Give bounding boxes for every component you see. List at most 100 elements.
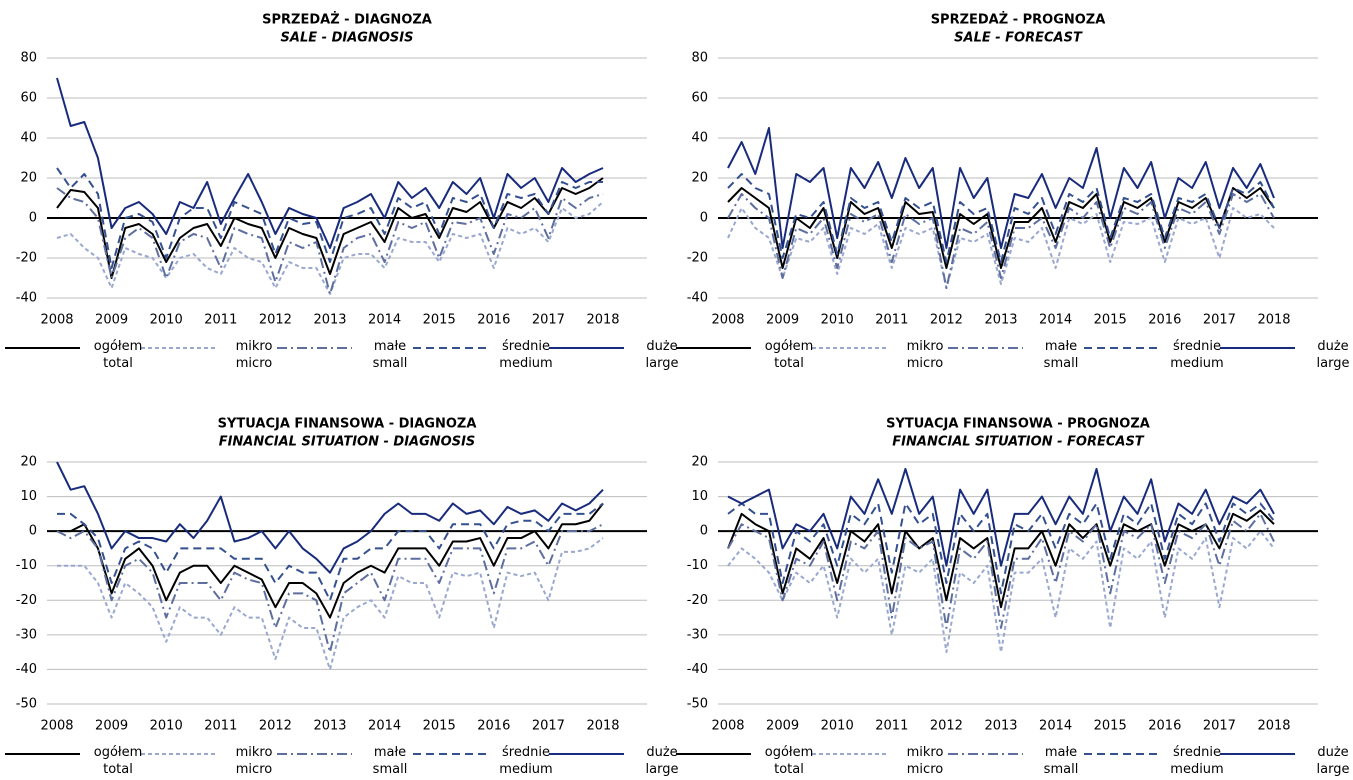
x-tick-label: 2017 — [1203, 719, 1236, 734]
series-line — [56, 461, 604, 574]
y-tick-label: -40 — [687, 291, 708, 306]
x-tick-label: 2016 — [477, 313, 510, 328]
x-tick-label: 2013 — [984, 719, 1017, 734]
series-line — [56, 177, 604, 279]
y-tick-label: 10 — [20, 489, 37, 504]
x-tick-label: 2017 — [532, 719, 565, 734]
x-tick-label: 2010 — [821, 313, 854, 328]
x-tick-label: 2010 — [150, 719, 183, 734]
x-tick-label: 2016 — [1148, 313, 1181, 328]
legend-label: ogółem total — [764, 745, 814, 777]
legend-label: małe small — [372, 745, 408, 777]
series-line — [727, 127, 1275, 249]
y-tick-label: 20 — [20, 171, 37, 186]
series-line — [727, 509, 1275, 609]
x-tick-label: 2010 — [150, 313, 183, 328]
x-tick-label: 2011 — [204, 313, 237, 328]
chart-title: SPRZEDAŻ - DIAGNOZA — [262, 12, 432, 28]
y-tick-label: -40 — [687, 662, 708, 677]
x-tick-label: 2009 — [95, 719, 128, 734]
y-tick-label: -40 — [16, 291, 37, 306]
series-line — [727, 193, 1275, 289]
x-tick-label: 2017 — [1203, 313, 1236, 328]
y-tick-label: 20 — [691, 455, 708, 470]
x-tick-label: 2010 — [821, 719, 854, 734]
y-tick-label: -20 — [687, 593, 708, 608]
legend-label: średnie medium — [499, 745, 553, 777]
y-tick-label: -10 — [687, 558, 708, 573]
legend-label: mikro micro — [906, 339, 944, 371]
y-tick-label: 20 — [20, 455, 37, 470]
x-tick-label: 2015 — [1094, 313, 1127, 328]
x-tick-label: 2009 — [95, 313, 128, 328]
series-line — [56, 77, 604, 249]
x-tick-label: 2013 — [313, 719, 346, 734]
y-tick-label: -20 — [16, 593, 37, 608]
y-tick-label: 80 — [20, 51, 37, 66]
legend-label: małe small — [1043, 339, 1079, 371]
y-tick-label: 60 — [691, 91, 708, 106]
y-tick-label: 80 — [691, 51, 708, 66]
legend-label: duże large — [645, 339, 679, 371]
series-line — [57, 502, 604, 619]
legend-label: mikro micro — [235, 339, 273, 371]
x-tick-label: 2012 — [930, 313, 963, 328]
x-tick-label: 2013 — [313, 313, 346, 328]
series-line — [727, 502, 1275, 595]
y-tick-label: 40 — [20, 131, 37, 146]
y-tick-label: 0 — [700, 211, 708, 226]
series-line — [727, 512, 1275, 629]
x-tick-label: 2014 — [1039, 313, 1072, 328]
series-line — [56, 187, 604, 295]
legend-label: ogółem total — [764, 339, 814, 371]
x-tick-label: 2016 — [477, 719, 510, 734]
x-tick-label: 2013 — [984, 313, 1017, 328]
y-tick-label: 0 — [29, 524, 37, 539]
chart-subtitle: SALE - DIAGNOSIS — [281, 31, 414, 46]
series-line — [56, 201, 604, 295]
y-tick-label: -50 — [16, 697, 37, 712]
x-tick-label: 2018 — [586, 719, 619, 734]
x-tick-label: 2009 — [766, 719, 799, 734]
series-line — [56, 167, 603, 269]
x-tick-label: 2008 — [40, 719, 73, 734]
x-tick-label: 2012 — [930, 719, 963, 734]
y-tick-label: -30 — [16, 627, 37, 642]
y-tick-label: -40 — [16, 662, 37, 677]
x-tick-label: 2014 — [368, 313, 401, 328]
legend-label: średnie medium — [1170, 745, 1224, 777]
series-line — [56, 523, 604, 654]
y-tick-label: -20 — [687, 251, 708, 266]
x-tick-label: 2008 — [40, 313, 73, 328]
series-line — [57, 502, 604, 602]
y-tick-label: 20 — [691, 171, 708, 186]
series-line — [727, 207, 1275, 289]
legend-label: małe small — [1043, 745, 1079, 777]
y-tick-label: -30 — [687, 627, 708, 642]
legend-label: duże large — [645, 745, 679, 777]
y-tick-label: 0 — [700, 524, 708, 539]
x-tick-label: 2008 — [711, 719, 744, 734]
x-tick-label: 2015 — [423, 719, 456, 734]
y-tick-label: 40 — [691, 131, 708, 146]
chart-subtitle: FINANCIAL SITUATION - FORECAST — [892, 435, 1145, 450]
series-line — [727, 173, 1275, 263]
x-tick-label: 2011 — [875, 719, 908, 734]
x-tick-label: 2015 — [1094, 719, 1127, 734]
legend-label: ogółem total — [93, 339, 143, 371]
chart-title: SYTUACJA FINANSOWA - DIAGNOZA — [218, 417, 477, 432]
x-tick-label: 2011 — [875, 313, 908, 328]
y-tick-label: -10 — [16, 558, 37, 573]
x-tick-label: 2014 — [1039, 719, 1072, 734]
legend-label: mikro micro — [906, 745, 944, 777]
x-tick-label: 2018 — [1257, 313, 1290, 328]
legend-label: małe small — [372, 339, 408, 371]
series-line — [727, 467, 1275, 567]
chart-subtitle: SALE - FORECAST — [954, 31, 1083, 46]
y-tick-label: 0 — [29, 211, 37, 226]
x-tick-label: 2016 — [1148, 719, 1181, 734]
chart-title: SYTUACJA FINANSOWA - PROGNOZA — [886, 417, 1150, 432]
legend-label: średnie medium — [1170, 339, 1224, 371]
